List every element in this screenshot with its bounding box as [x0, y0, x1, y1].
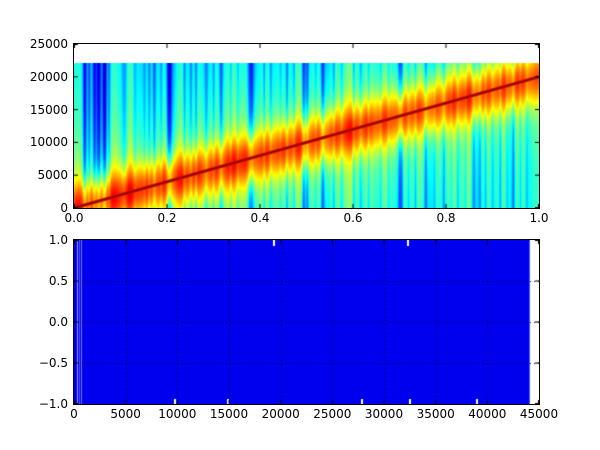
tick-label: 10000 — [29, 135, 68, 150]
tick-label: 35000 — [416, 407, 455, 421]
tick-label: 10000 — [158, 407, 197, 421]
tick-label: 0.5 — [48, 274, 68, 288]
tick-label: 15000 — [29, 102, 68, 117]
tick-label: 5000 — [110, 407, 141, 421]
spectrogram-axes — [73, 43, 540, 209]
tick-label: 0.6 — [343, 211, 363, 225]
tick-label: 0.2 — [157, 211, 177, 225]
tick-label: 0.4 — [250, 211, 270, 225]
waveform-axes — [73, 239, 540, 405]
waveform-canvas — [74, 240, 539, 404]
tick-label: −1.0 — [38, 397, 68, 411]
tick-label: 0 — [70, 407, 78, 421]
tick-label: 5000 — [37, 168, 68, 183]
tick-label: 0.0 — [48, 315, 68, 329]
spectrogram-canvas — [74, 44, 539, 208]
tick-label: 1.0 — [529, 211, 549, 225]
tick-label: 20000 — [261, 407, 300, 421]
tick-label: 0 — [60, 201, 68, 215]
tick-label: 45000 — [519, 407, 559, 421]
tick-label: 40000 — [468, 407, 507, 421]
tick-label: 0.8 — [436, 211, 456, 225]
tick-label: 20000 — [29, 69, 68, 84]
tick-label: 30000 — [364, 407, 404, 421]
tick-label: 25000 — [313, 407, 352, 421]
tick-label: −0.5 — [38, 356, 68, 370]
tick-label: 15000 — [209, 407, 249, 421]
tick-label: 0.0 — [64, 211, 84, 225]
tick-label: 1.0 — [48, 233, 68, 247]
tick-label: 25000 — [29, 37, 68, 51]
